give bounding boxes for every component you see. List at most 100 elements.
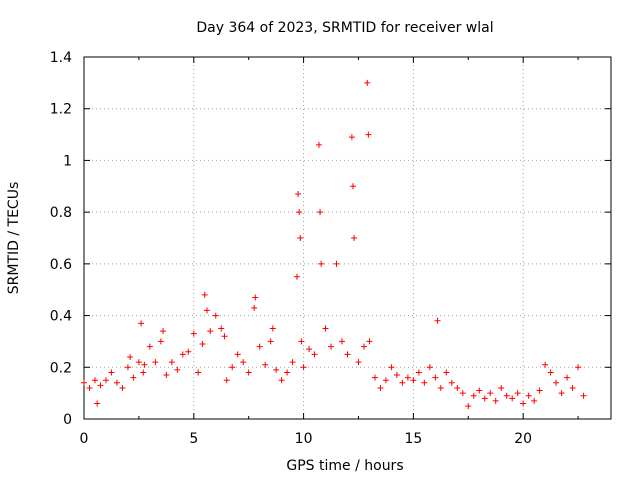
data-point [520, 400, 527, 407]
data-point [284, 369, 291, 376]
data-point [349, 183, 356, 190]
data-point [273, 366, 280, 373]
data-point [138, 320, 145, 327]
data-point [339, 338, 346, 345]
data-point [269, 325, 276, 332]
data-point [364, 79, 371, 86]
data-point [81, 379, 87, 386]
data-point [465, 403, 472, 410]
data-point [289, 359, 296, 366]
data-point [306, 346, 313, 353]
data-point [168, 359, 175, 366]
data-point [278, 377, 285, 384]
data-point [360, 343, 367, 350]
data-point [94, 400, 101, 407]
data-point [459, 390, 466, 397]
data-point [160, 328, 167, 335]
data-point [382, 377, 389, 384]
data-point [245, 369, 252, 376]
data-point [470, 392, 477, 399]
y-tick-label: 0 [63, 412, 72, 428]
data-point [509, 395, 516, 402]
y-tick-label: 1.4 [50, 50, 72, 66]
data-point [404, 374, 411, 381]
data-point [97, 382, 104, 389]
data-point [542, 361, 549, 368]
data-point [317, 209, 324, 216]
data-point [218, 325, 225, 332]
data-point [377, 384, 384, 391]
x-tick-label: 15 [404, 431, 422, 447]
data-point [240, 359, 247, 366]
y-tick-label: 0.4 [50, 309, 72, 325]
data-point [207, 328, 214, 335]
data-point [492, 397, 499, 404]
data-point [267, 338, 274, 345]
data-point [234, 351, 241, 358]
data-point [437, 384, 444, 391]
data-point [135, 359, 142, 366]
data-point [108, 369, 115, 376]
data-point [503, 392, 510, 399]
data-point [221, 333, 228, 340]
data-point [262, 361, 269, 368]
data-point [212, 312, 219, 319]
data-point [344, 351, 351, 358]
data-point [564, 374, 571, 381]
data-point [152, 359, 159, 366]
data-point [190, 330, 197, 337]
data-point [199, 341, 206, 348]
data-point [351, 235, 358, 241]
y-tick-label: 1.2 [50, 102, 72, 118]
data-point [322, 325, 329, 332]
y-tick-label: 0.8 [50, 205, 72, 221]
data-point [558, 390, 565, 397]
x-axis-label: GPS time / hours [286, 458, 403, 474]
data-point [410, 377, 417, 384]
data-point [179, 351, 186, 358]
data-point [443, 369, 450, 376]
data-point [580, 392, 587, 399]
data-point [130, 374, 137, 381]
data-point [311, 351, 318, 358]
data-point [355, 359, 362, 366]
data-point [102, 377, 109, 384]
data-point [127, 353, 134, 360]
data-point [119, 384, 126, 391]
data-point [366, 338, 373, 345]
data-point [318, 260, 325, 267]
data-point [421, 379, 428, 386]
data-point [174, 366, 181, 373]
data-point [415, 369, 422, 376]
x-axis-tick-labels: 0 5 10 15 20 [80, 431, 533, 447]
data-point [525, 392, 532, 399]
data-point [399, 379, 406, 386]
data-point [124, 364, 131, 371]
data-point [296, 209, 303, 216]
data-point [300, 364, 307, 371]
y-tick-label: 0.2 [50, 360, 72, 376]
data-point [348, 134, 355, 141]
data-point [388, 364, 395, 371]
data-point [328, 343, 335, 350]
data-point [229, 364, 236, 371]
data-point [293, 273, 300, 280]
data-point [434, 317, 441, 324]
data-point [252, 294, 259, 301]
data-point [140, 369, 147, 376]
data-point [487, 390, 494, 397]
data-point [251, 304, 258, 311]
data-point [448, 379, 455, 386]
data-point [203, 307, 210, 314]
data-point [481, 395, 488, 402]
data-point [514, 390, 521, 397]
data-point [531, 397, 538, 404]
data-point [86, 384, 93, 391]
data-point [536, 387, 543, 394]
data-point [201, 291, 208, 298]
y-tick-label: 1 [63, 153, 72, 169]
x-tick-label: 0 [80, 431, 89, 447]
gridlines [84, 57, 611, 419]
y-axis-tick-labels: 0 0.2 0.4 0.6 0.8 1 1.2 1.4 [50, 50, 72, 428]
plot-area-frame [83, 56, 612, 420]
